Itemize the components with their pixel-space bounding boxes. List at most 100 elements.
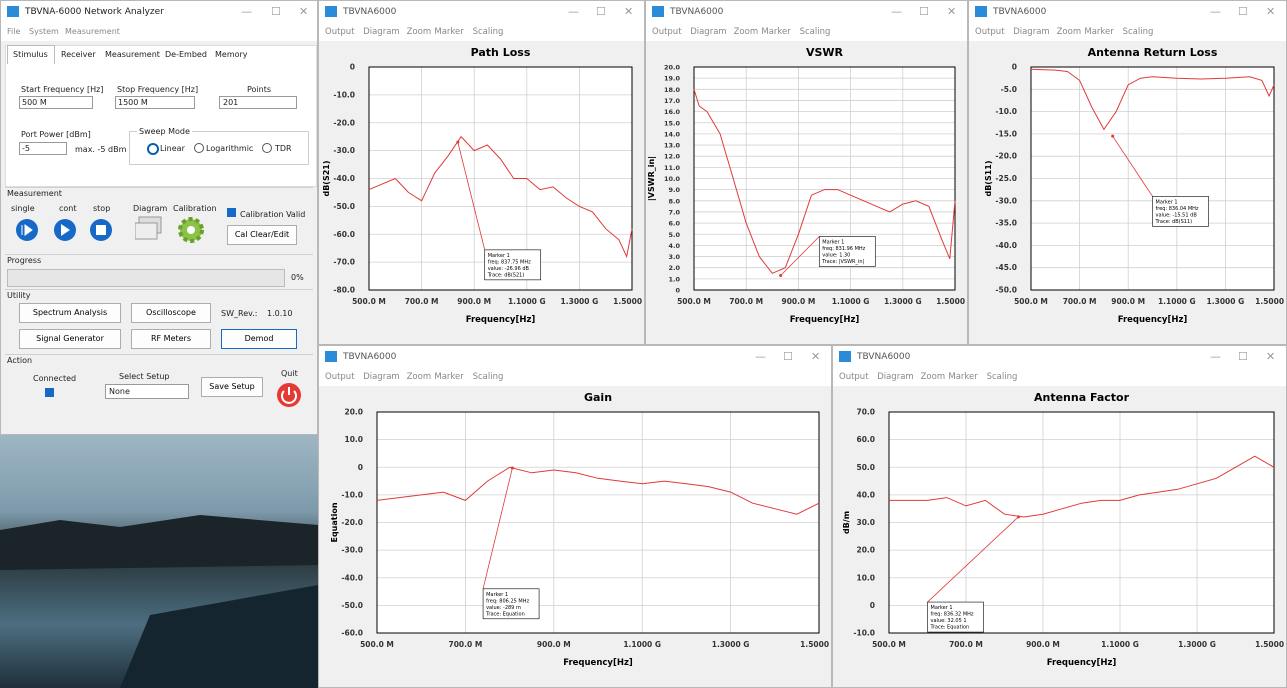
- menu-item[interactable]: Scaling: [800, 27, 831, 37]
- minimize[interactable]: —: [568, 5, 579, 18]
- menu-item[interactable]: Diagram: [877, 372, 914, 382]
- menu-item[interactable]: Marker: [434, 27, 463, 37]
- menu-item[interactable]: Zoom: [407, 372, 432, 382]
- checkbox-checked[interactable]: [45, 388, 54, 397]
- close[interactable]: ✕: [947, 5, 956, 18]
- x-tick-label: 700.0 M: [1063, 297, 1097, 306]
- marker-text: Marker 1: [1156, 199, 1178, 205]
- tab[interactable]: De-Embed: [165, 50, 207, 59]
- y-tick-label: -40.0: [995, 241, 1017, 250]
- minimize[interactable]: —: [1210, 350, 1221, 363]
- minimize[interactable]: —: [891, 5, 902, 18]
- menu-item[interactable]: Diagram: [363, 372, 400, 382]
- close[interactable]: ✕: [299, 5, 308, 18]
- tab[interactable]: Stimulus: [13, 50, 48, 59]
- button[interactable]: Oscilloscope: [131, 303, 211, 323]
- marker-text: Marker 1: [486, 592, 508, 598]
- y-tick-label: -20.0: [333, 118, 355, 127]
- menu-item[interactable]: Marker: [761, 27, 790, 37]
- menu-item[interactable]: Zoom: [734, 27, 759, 37]
- menu-item[interactable]: Diagram: [363, 27, 400, 37]
- y-tick-label: 11.0: [664, 164, 681, 172]
- close[interactable]: ✕: [811, 350, 820, 363]
- menu-item[interactable]: Scaling: [473, 27, 504, 37]
- menu-item[interactable]: Diagram: [1013, 27, 1050, 37]
- button[interactable]: Spectrum Analysis: [19, 303, 121, 323]
- minimize[interactable]: —: [241, 5, 252, 18]
- section-label: Utility: [7, 291, 31, 300]
- maximize[interactable]: ☐: [1238, 350, 1248, 363]
- menu-item[interactable]: File: [7, 27, 20, 36]
- tab[interactable]: Receiver: [61, 50, 96, 59]
- separator: [5, 289, 313, 290]
- menu-item[interactable]: Zoom: [407, 27, 432, 37]
- marker-text: Trace: Equation: [485, 611, 525, 617]
- menu-item[interactable]: System: [29, 27, 59, 36]
- menu-item[interactable]: Marker: [434, 372, 463, 382]
- y-tick-label: -10.0: [995, 107, 1017, 116]
- y-tick-label: -5.0: [1001, 85, 1017, 94]
- menu-item[interactable]: Output: [975, 27, 1005, 37]
- menu-item[interactable]: Scaling: [473, 372, 504, 382]
- menu-item[interactable]: Output: [652, 27, 682, 37]
- menu-item[interactable]: Output: [325, 27, 355, 37]
- y-axis-label: dB/m: [842, 511, 851, 534]
- chart-window: TBVNA6000—☐✕OutputDiagramZoomMarkerScali…: [318, 345, 832, 688]
- single-button[interactable]: [16, 219, 38, 241]
- title-bar: TBVNA6000—☐✕: [833, 346, 1286, 368]
- cont-button[interactable]: [54, 219, 76, 241]
- menu-item[interactable]: Zoom: [1057, 27, 1082, 37]
- calibration-button[interactable]: [180, 219, 202, 241]
- section-label: Action: [7, 356, 32, 365]
- maximize[interactable]: ☐: [596, 5, 606, 18]
- minimize[interactable]: —: [755, 350, 766, 363]
- close[interactable]: ✕: [1266, 5, 1275, 18]
- maximize[interactable]: ☐: [271, 5, 281, 18]
- maximize[interactable]: ☐: [1238, 5, 1248, 18]
- button[interactable]: Signal Generator: [19, 329, 121, 349]
- menu-item[interactable]: Scaling: [1123, 27, 1154, 37]
- button[interactable]: RF Meters: [131, 329, 211, 349]
- maximize[interactable]: ☐: [783, 350, 793, 363]
- radio[interactable]: [194, 143, 204, 153]
- diag-cal-icons: [135, 215, 215, 245]
- menu-item[interactable]: Measurement: [65, 27, 120, 36]
- button[interactable]: Demod: [221, 329, 297, 349]
- window-title: TBVNA6000: [670, 7, 723, 17]
- menu-item[interactable]: Output: [325, 372, 355, 382]
- tab[interactable]: Memory: [215, 50, 248, 59]
- y-tick-label: 1.0: [668, 275, 680, 283]
- tab[interactable]: Measurement: [105, 50, 160, 59]
- marker-text: freq: 836.04 MHz: [1156, 206, 1199, 212]
- x-tick-label: 1.1000 G: [623, 640, 661, 649]
- marker-point: [1111, 135, 1114, 138]
- x-tick-label: 500.0 M: [872, 640, 906, 649]
- minimize[interactable]: —: [1210, 5, 1221, 18]
- marker-text: freq: 806.25 MHz: [486, 598, 529, 604]
- checkbox-checked[interactable]: [227, 208, 236, 217]
- menu-item[interactable]: Diagram: [690, 27, 727, 37]
- menu-item[interactable]: Scaling: [987, 372, 1018, 382]
- menu-item[interactable]: Output: [839, 372, 869, 382]
- close[interactable]: ✕: [624, 5, 633, 18]
- maximize[interactable]: ☐: [919, 5, 929, 18]
- radio-checked[interactable]: [147, 143, 159, 155]
- title-bar: TBVNA-6000 Network Analyzer —☐✕: [1, 1, 317, 23]
- radio[interactable]: [262, 143, 272, 153]
- chart: Antenna Factor70.060.050.040.030.020.010…: [833, 386, 1286, 687]
- y-tick-label: -30.0: [333, 146, 355, 155]
- menu-item[interactable]: Marker: [948, 372, 977, 382]
- menu-item[interactable]: Marker: [1084, 27, 1113, 37]
- quit-button[interactable]: [275, 381, 303, 409]
- close[interactable]: ✕: [1266, 350, 1275, 363]
- button[interactable]: Save Setup: [201, 377, 263, 397]
- stop-button[interactable]: [90, 219, 112, 241]
- button[interactable]: Cal Clear/Edit: [227, 225, 297, 245]
- y-tick-label: 70.0: [856, 408, 875, 417]
- menu-item[interactable]: Zoom: [921, 372, 946, 382]
- diagram-button[interactable]: [135, 217, 161, 239]
- y-tick-label: 2.0: [668, 264, 680, 272]
- app-icon: [325, 351, 337, 362]
- y-tick-label: 7.0: [668, 208, 680, 216]
- x-axis-label: Frequency[Hz]: [466, 315, 536, 325]
